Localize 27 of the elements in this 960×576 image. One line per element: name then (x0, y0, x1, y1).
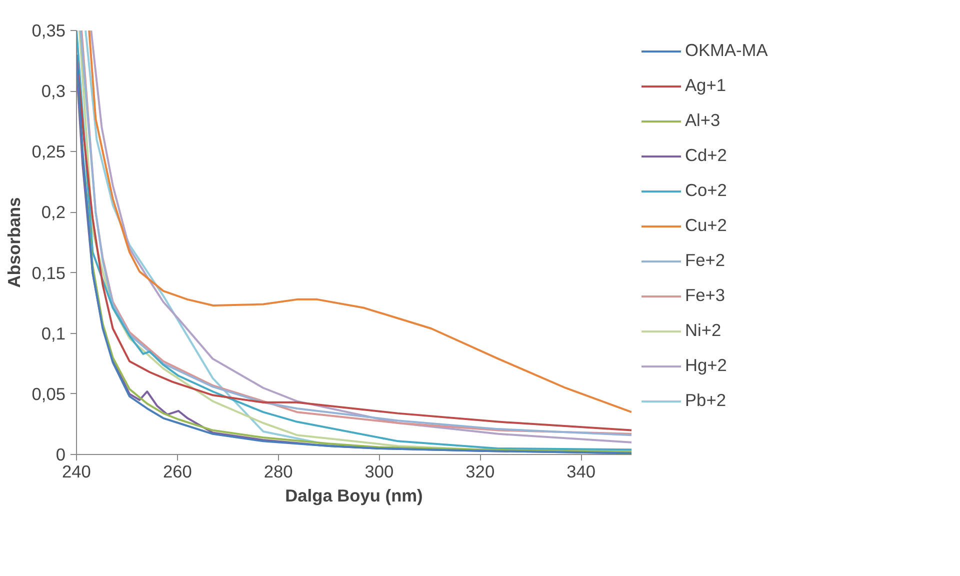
x-tick-label: 340 (566, 462, 596, 482)
x-tick-label: 260 (162, 462, 192, 482)
legend-label: Al+3 (685, 110, 720, 131)
legend-label: Cu+2 (685, 215, 727, 236)
y-tick-label: 0,25 (32, 142, 66, 162)
legend-label: Ag+1 (685, 75, 726, 96)
y-tick-label: 0,1 (41, 323, 66, 344)
x-axis-title: Dalga Boyu (nm) (285, 486, 423, 506)
legend-label: Pb+2 (685, 390, 726, 411)
y-tick-label: 0,35 (32, 20, 66, 40)
y-tick-label: 0 (56, 444, 66, 464)
legend-label: Co+2 (685, 180, 727, 201)
legend-label: Fe+3 (685, 285, 725, 306)
x-tick-label: 280 (264, 462, 293, 482)
x-tick-label: 300 (364, 462, 394, 482)
legend-label: OKMA-MA (685, 40, 768, 61)
y-tick-label: 0,3 (41, 81, 66, 102)
y-tick-label: 0,05 (32, 384, 66, 404)
y-tick-label: 0,2 (41, 202, 66, 222)
y-tick-label: 0,15 (32, 262, 66, 283)
legend-label: Fe+2 (685, 250, 725, 271)
x-tick-label: 240 (62, 462, 91, 482)
x-tick-label: 320 (466, 462, 495, 482)
legend-label: Ni+2 (685, 320, 722, 341)
legend-label: Hg+2 (685, 355, 727, 376)
y-axis-title: Absorbans (4, 197, 24, 288)
legend-label: Cd+2 (685, 145, 727, 166)
